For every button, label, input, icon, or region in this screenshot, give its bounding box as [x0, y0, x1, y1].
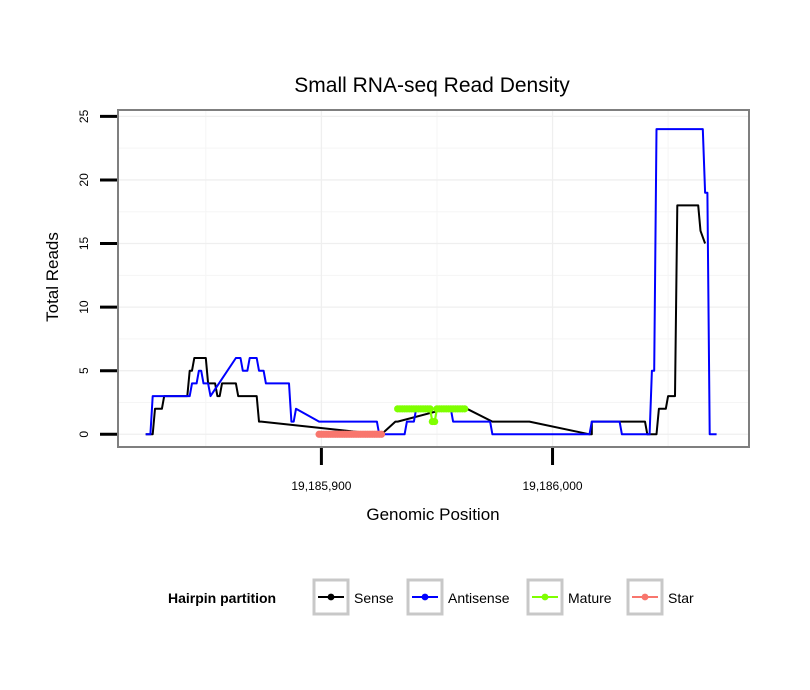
star-point	[377, 430, 386, 438]
panel-border	[117, 109, 750, 448]
y-axis-title: Total Reads	[43, 232, 62, 322]
mature-point	[461, 405, 469, 413]
chart-title: Small RNA-seq Read Density	[294, 74, 570, 97]
mature-point	[431, 417, 439, 426]
y-tick-label: 0	[77, 431, 91, 438]
series-antisense	[145, 128, 717, 436]
y-tick-label: 5	[77, 367, 91, 374]
series-star	[315, 430, 386, 438]
y-tick-label: 25	[77, 109, 91, 123]
legend-key-point	[327, 593, 335, 601]
panel-background	[118, 110, 749, 447]
legend-key-point	[541, 593, 549, 601]
legend-item-antisense: Antisense	[406, 578, 510, 616]
series-mature	[394, 405, 469, 426]
x-tick-label: 19,185,900	[291, 479, 351, 493]
x-axis-title: Genomic Position	[366, 505, 499, 524]
y-tick-label: 15	[77, 237, 91, 251]
x-axis: 19,185,900 19,186,000	[291, 447, 583, 493]
y-tick-label: 10	[77, 300, 91, 314]
legend-title: Hairpin partition	[168, 590, 276, 606]
y-tick-label: 20	[77, 173, 91, 187]
legend-key-point	[421, 593, 429, 601]
legend: Hairpin partition Sense Antisense Mature St…	[168, 578, 694, 616]
legend-label: Antisense	[448, 590, 510, 606]
x-tick-label: 19,186,000	[523, 479, 583, 493]
plot-panel	[118, 110, 749, 447]
y-axis: 0 5 10 15 20 25	[77, 109, 118, 438]
legend-label: Star	[668, 590, 694, 606]
legend-item-sense: Sense	[312, 578, 394, 616]
legend-item-mature: Mature	[526, 578, 612, 616]
legend-label: Sense	[354, 590, 394, 606]
legend-item-star: Star	[626, 578, 694, 616]
legend-key-point	[641, 593, 649, 601]
antisense-line	[145, 128, 717, 436]
series-layer	[117, 109, 750, 448]
legend-label: Mature	[568, 590, 612, 606]
mature-point	[426, 405, 434, 413]
